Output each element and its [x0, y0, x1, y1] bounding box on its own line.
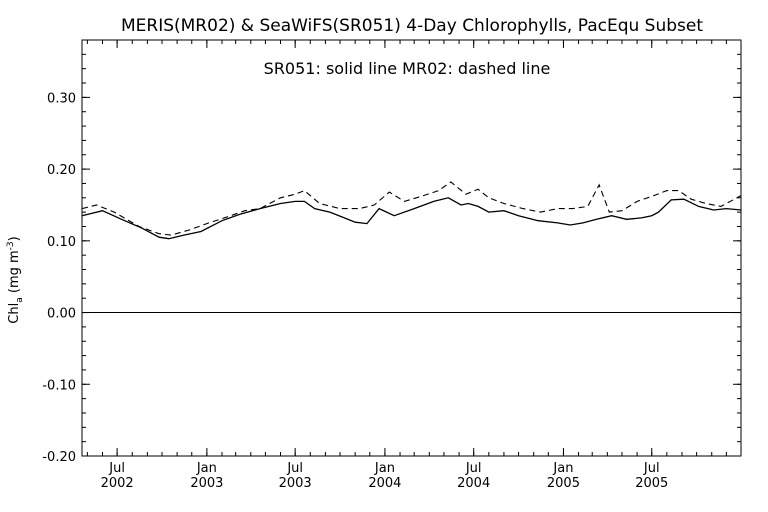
x-tick-year: 2004 — [368, 476, 401, 491]
chart-title: MERIS(MR02) & SeaWiFS(SR051) 4-Day Chlor… — [121, 16, 703, 36]
y-tick-label: 0.30 — [47, 91, 76, 106]
y-axis-label: Chla (mg m-3) — [6, 236, 25, 323]
y-tick-label: -0.10 — [42, 378, 76, 393]
legend-annotation: SR051: solid line MR02: dashed line — [264, 59, 551, 78]
x-tick-month: Jul — [108, 461, 125, 476]
y-tick-label: -0.20 — [42, 450, 76, 465]
series-group — [81, 181, 742, 240]
x-tick-year: 2005 — [547, 476, 580, 491]
x-tick-month: Jul — [643, 461, 660, 476]
x-tick-year: 2005 — [635, 476, 668, 491]
x-tick-year: 2002 — [101, 476, 134, 491]
y-tick-label: 0.00 — [47, 307, 76, 322]
y-tick-label: 0.10 — [47, 235, 76, 250]
y-tick-label: 0.20 — [47, 163, 76, 178]
plot-frame — [81, 39, 742, 457]
x-tick-month: Jan — [196, 461, 217, 476]
y-axis: -0.20 -0.10 0.00 0.10 0.20 0.30 — [42, 39, 741, 465]
x-tick-month: Jul — [465, 461, 482, 476]
series-line-sr051 — [81, 197, 742, 240]
x-tick-month: Jan — [374, 461, 395, 476]
x-tick-month: Jul — [286, 461, 303, 476]
x-tick-year: 2003 — [279, 476, 312, 491]
x-tick-year: 2004 — [457, 476, 490, 491]
series-line-mr02 — [81, 181, 742, 236]
x-tick-year: 2003 — [190, 476, 223, 491]
x-tick-month: Jan — [552, 461, 573, 476]
x-axis: Jul2002Jan2003Jul2003Jan2004Jul2004Jan20… — [86, 40, 727, 491]
